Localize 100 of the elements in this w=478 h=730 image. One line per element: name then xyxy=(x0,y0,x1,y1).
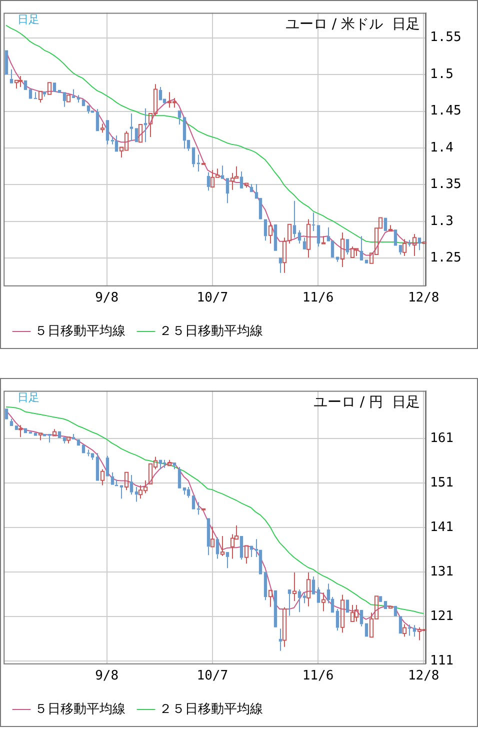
legend-label: ２５日移動平均線 xyxy=(159,702,263,717)
candlestick xyxy=(162,459,166,468)
x-tick-label: 9/8 xyxy=(95,668,119,684)
candlestick xyxy=(72,434,76,440)
candlestick xyxy=(264,572,268,601)
y-tick-label: 131 xyxy=(430,564,454,580)
candlestick xyxy=(4,408,8,420)
chart-title: ユーロ / 円 日足 xyxy=(313,394,420,410)
candlestick xyxy=(66,94,71,102)
candlestick xyxy=(206,518,210,556)
y-tick-label: 1.55 xyxy=(430,30,462,46)
candlestick xyxy=(312,576,316,594)
x-tick-label: 9/8 xyxy=(95,290,119,306)
candlestick xyxy=(96,452,100,481)
y-tick-label: 151 xyxy=(430,475,454,490)
candlestick xyxy=(394,606,398,616)
candlestick xyxy=(192,495,196,510)
candlestick xyxy=(312,212,316,232)
candlestick xyxy=(316,586,320,603)
annotation: 日足 xyxy=(18,391,40,404)
candlestick xyxy=(90,453,94,460)
candlestick xyxy=(378,596,382,602)
candlestick xyxy=(192,147,196,168)
candlestick xyxy=(418,238,422,251)
x-tick-label: 12/8 xyxy=(408,290,440,306)
candlestick xyxy=(354,248,359,257)
legend-label: ２５日移動平均線 xyxy=(159,324,263,339)
candlestick xyxy=(321,592,326,612)
y-tick-label: 1.3 xyxy=(430,214,454,229)
candlestick xyxy=(134,486,138,502)
candlestick xyxy=(298,588,302,613)
candlestick xyxy=(298,230,302,244)
candlestick xyxy=(384,218,388,232)
candlestick xyxy=(364,260,368,264)
candlestick xyxy=(250,546,254,558)
y-tick-label: 111 xyxy=(430,654,454,669)
candlestick xyxy=(96,108,100,132)
candlestick xyxy=(336,256,340,262)
candlestick xyxy=(250,184,254,192)
y-tick-label: 161 xyxy=(430,430,454,446)
candlestick xyxy=(412,624,416,638)
candlestick xyxy=(384,601,388,610)
candlestick xyxy=(14,80,19,89)
candlestick xyxy=(364,623,368,637)
candlestick xyxy=(10,68,14,84)
candlestick xyxy=(62,92,66,108)
candlestick xyxy=(130,112,134,142)
candlestick xyxy=(306,218,311,258)
candlestick xyxy=(58,431,62,438)
candlestick xyxy=(134,128,138,142)
candlestick xyxy=(388,606,393,609)
candlestick xyxy=(24,80,28,90)
candlestick xyxy=(282,237,287,274)
candlestick xyxy=(130,474,134,496)
candlestick xyxy=(394,230,398,246)
x-tick-label: 12/8 xyxy=(408,668,440,684)
candlestick xyxy=(52,428,57,436)
candlestick xyxy=(47,82,52,95)
x-tick-label: 11/6 xyxy=(302,290,334,306)
chart-title: ユーロ / 米ドル 日足 xyxy=(285,16,420,32)
x-tick-label: 10/7 xyxy=(196,668,228,684)
candlestick xyxy=(76,439,80,446)
candlestick xyxy=(62,437,66,444)
candlestick xyxy=(408,239,412,247)
candlestick xyxy=(274,590,278,628)
candlestick xyxy=(258,550,262,574)
candlestick xyxy=(114,135,118,152)
candlestick xyxy=(230,172,235,190)
candlestick xyxy=(28,89,32,99)
candlestick xyxy=(82,444,86,454)
candlestick xyxy=(306,572,311,607)
candlestick xyxy=(278,257,282,274)
y-tick-label: 1.5 xyxy=(430,66,454,82)
annotation: 日足 xyxy=(18,13,40,26)
candlestick xyxy=(172,462,176,470)
candlestick xyxy=(316,225,320,247)
candlestick xyxy=(210,526,215,548)
candlestick xyxy=(34,92,38,100)
candlestick xyxy=(230,534,235,560)
candlestick xyxy=(412,233,417,257)
candlestick xyxy=(158,460,162,470)
candlestick xyxy=(110,472,114,485)
candlestick xyxy=(264,219,268,242)
candlestick xyxy=(340,232,345,268)
candlestick xyxy=(120,485,124,500)
candlestick xyxy=(138,124,143,143)
candlestick xyxy=(106,120,110,145)
candlestick xyxy=(360,610,364,627)
candlestick xyxy=(398,616,402,634)
candlestick xyxy=(58,90,62,93)
y-tick-label: 121 xyxy=(430,609,454,624)
y-tick-label: 141 xyxy=(430,520,454,535)
candlestick xyxy=(350,604,355,622)
candlestick xyxy=(18,75,23,88)
y-tick-label: 1.4 xyxy=(430,140,454,156)
candlestick xyxy=(354,604,359,622)
y-tick-label: 1.25 xyxy=(430,250,462,266)
candlestick xyxy=(158,86,162,100)
y-tick-label: 1.45 xyxy=(430,104,462,119)
candlestick xyxy=(4,50,8,75)
